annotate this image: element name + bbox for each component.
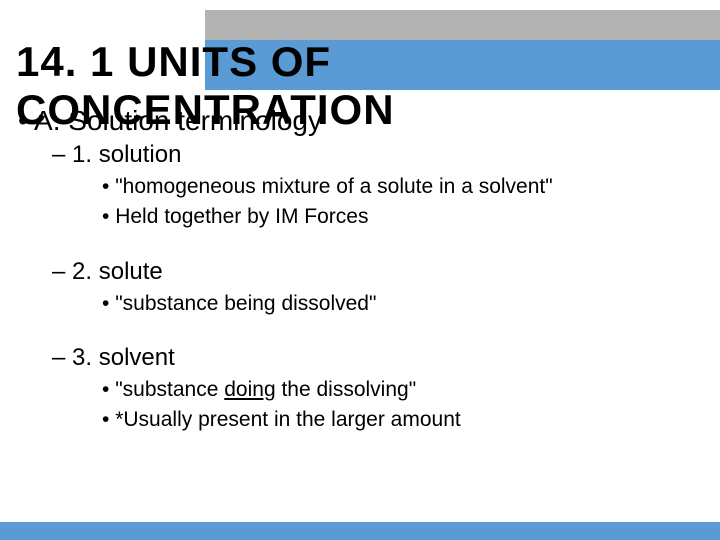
- bullet-dot: •: [102, 175, 109, 198]
- section-a-heading: • A. Solution terminology: [18, 105, 698, 137]
- item-3-bullet-1-pre: "substance: [115, 378, 224, 401]
- item-1-label: 1. solution: [72, 141, 181, 168]
- slide-content: • A. Solution terminology – 1. solution …: [18, 105, 698, 435]
- item-2-heading: – 2. solute: [52, 258, 698, 286]
- item-1-bullet-2-text: Held together by IM Forces: [115, 205, 368, 228]
- item-3-heading: – 3. solvent: [52, 344, 698, 372]
- section-a-label: A. Solution terminology: [34, 105, 322, 136]
- bullet-dot: •: [102, 408, 109, 431]
- item-2-bullet-1-text: "substance being dissolved": [115, 292, 376, 315]
- item-3-bullet-1-post: the dissolving": [276, 378, 417, 401]
- item-3-underline: doing: [224, 378, 275, 401]
- item-3-bullet-2: • *Usually present in the larger amount: [102, 406, 698, 434]
- item-3-label: 3. solvent: [72, 344, 175, 371]
- item-1-bullet-1-text: "homogeneous mixture of a solute in a so…: [115, 175, 553, 198]
- dash-mark: –: [52, 141, 65, 168]
- bullet-dot: •: [102, 205, 109, 228]
- bullet-dot: •: [18, 105, 28, 136]
- dash-mark: –: [52, 344, 65, 371]
- bullet-dot: •: [102, 378, 109, 401]
- item-1-bullet-2: • Held together by IM Forces: [102, 203, 698, 231]
- decorative-top-bar: [205, 10, 720, 40]
- item-2-bullet-1: • "substance being dissolved": [102, 290, 698, 318]
- bullet-dot: •: [102, 292, 109, 315]
- dash-mark: –: [52, 258, 65, 285]
- item-1-heading: – 1. solution: [52, 141, 698, 169]
- item-1-bullet-1: • "homogeneous mixture of a solute in a …: [102, 173, 698, 201]
- item-3-bullet-2-text: *Usually present in the larger amount: [115, 408, 461, 431]
- item-3-bullet-1: • "substance doing the dissolving": [102, 376, 698, 404]
- item-2-label: 2. solute: [72, 258, 163, 285]
- decorative-bottom-bar: [0, 522, 720, 540]
